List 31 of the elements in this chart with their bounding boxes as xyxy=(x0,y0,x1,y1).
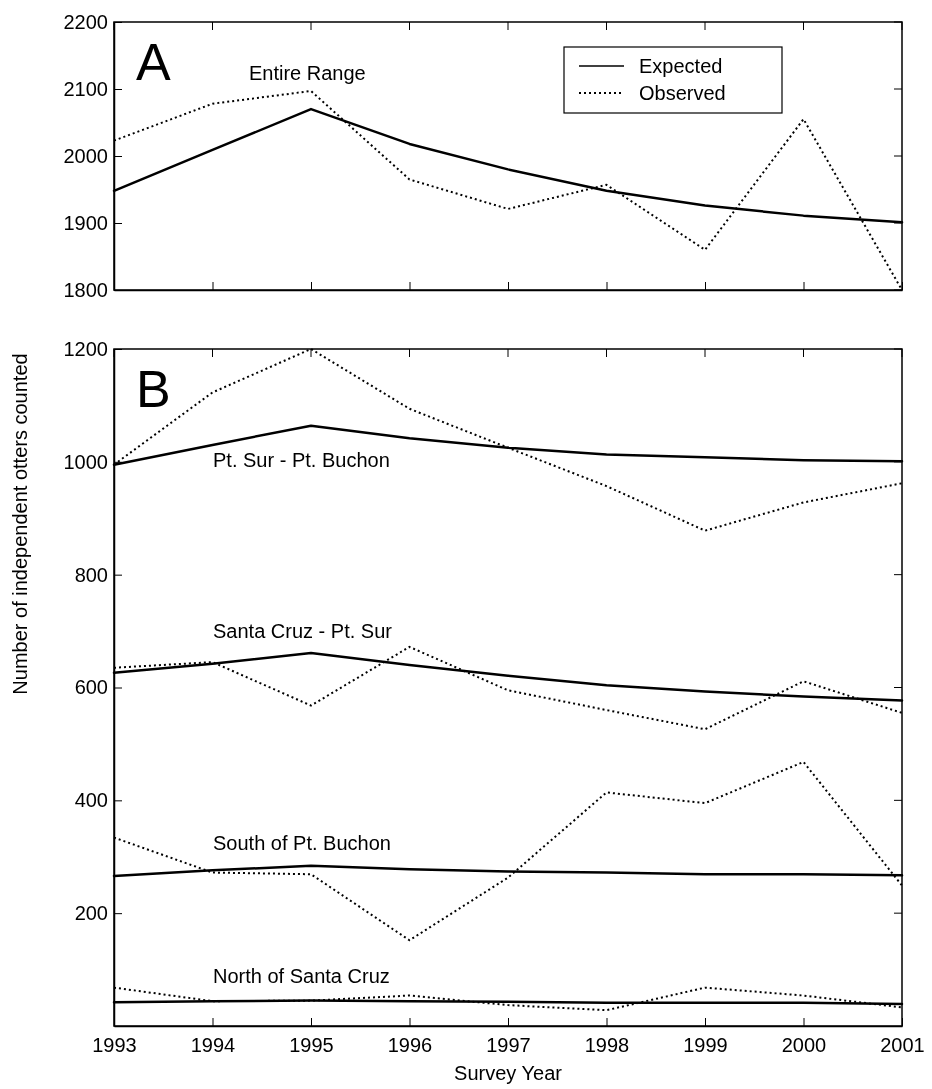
x-tick-label: 1999 xyxy=(683,1034,728,1057)
annotation: North of Santa Cruz xyxy=(213,965,390,987)
y-tick-label: 2200 xyxy=(63,10,108,33)
x-tick-label: 1994 xyxy=(190,1034,236,1057)
x-tick-label: 2001 xyxy=(880,1034,925,1057)
y-axis-title: Number of independent otters counted xyxy=(9,353,31,695)
y-tick-label: 800 xyxy=(74,563,108,586)
x-axis-title: Survey Year xyxy=(454,1062,563,1084)
y-tick-label: 400 xyxy=(74,789,108,812)
x-tick-label: 1995 xyxy=(289,1034,334,1057)
legend-label: Observed xyxy=(639,82,726,104)
x-tick-label: 1996 xyxy=(387,1034,433,1057)
y-tick-label: 1200 xyxy=(63,337,108,360)
legend-label: Expected xyxy=(639,55,723,77)
y-tick-label: 2000 xyxy=(63,144,108,167)
x-tick-label: 1997 xyxy=(486,1034,531,1057)
y-tick-label: 1900 xyxy=(63,211,108,234)
x-tick-label: 1998 xyxy=(584,1034,630,1057)
annotation: Pt. Sur - Pt. Buchon xyxy=(213,449,390,471)
annotation: A xyxy=(136,33,171,91)
y-tick-label: 1800 xyxy=(63,278,108,301)
y-tick-label: 2100 xyxy=(63,77,108,100)
annotation: Entire Range xyxy=(249,62,366,84)
y-tick-label: 1000 xyxy=(63,450,108,473)
y-tick-label: 600 xyxy=(74,676,108,699)
y-tick-label: 200 xyxy=(74,902,108,925)
annotation: South of Pt. Buchon xyxy=(213,832,391,854)
annotation: B xyxy=(136,360,171,418)
annotation: Santa Cruz - Pt. Sur xyxy=(213,620,393,642)
x-tick-label: 1993 xyxy=(92,1034,137,1057)
x-tick-label: 2000 xyxy=(781,1034,827,1057)
